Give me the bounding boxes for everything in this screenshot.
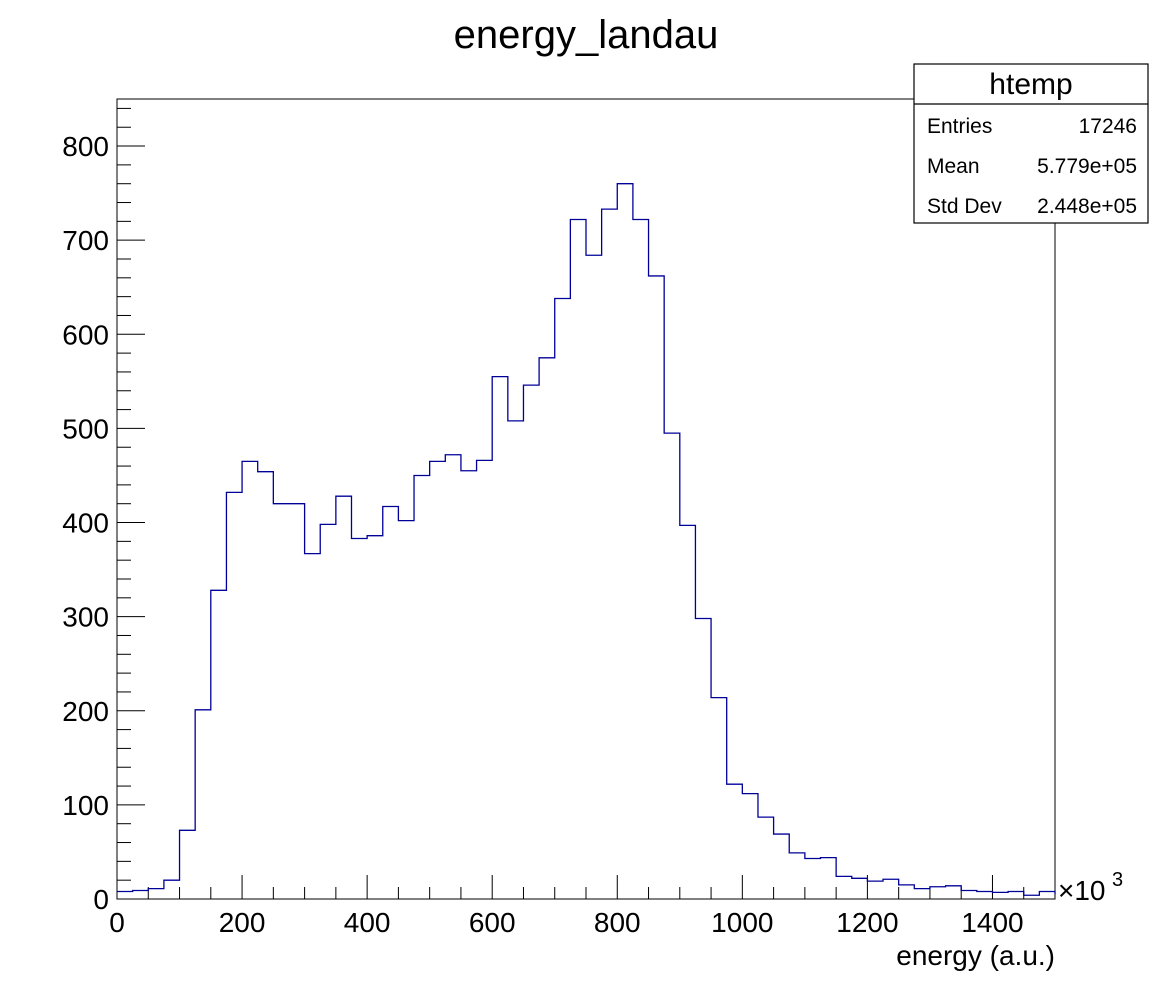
y-tick-label: 100 [62, 790, 109, 821]
x-axis-multiplier: ×10 3 [1058, 869, 1123, 906]
y-tick-label: 800 [62, 131, 109, 162]
y-tick-label: 0 [93, 884, 109, 915]
x-axis-label: energy (a.u.) [896, 940, 1055, 971]
x-tick-label: 600 [469, 907, 516, 938]
y-tick-label: 500 [62, 413, 109, 444]
x-tick-label: 800 [594, 907, 641, 938]
chart-title: energy_landau [454, 13, 719, 57]
x-axis-tick-labels: 0 200 400 600 800 1000 1200 1400 [109, 907, 1023, 938]
x-tick-label: 1400 [961, 907, 1023, 938]
stats-value-mean: 5.779e+05 [1037, 155, 1137, 178]
y-tick-label: 400 [62, 508, 109, 539]
y-tick-label: 700 [62, 225, 109, 256]
y-axis-tick-labels: 0 100 200 300 400 500 600 700 800 [62, 131, 109, 915]
stats-box-title: htemp [989, 68, 1072, 101]
x-tick-label: 1000 [711, 907, 773, 938]
x-tick-label: 200 [219, 907, 266, 938]
y-tick-label: 600 [62, 319, 109, 350]
x-tick-label: 0 [109, 907, 125, 938]
y-axis-ticks [117, 107, 145, 900]
stats-label-entries: Entries [927, 115, 992, 138]
stats-label-std-dev: Std Dev [927, 195, 1002, 218]
stats-value-entries: 17246 [1079, 115, 1137, 138]
stats-value-std-dev: 2.448e+05 [1037, 195, 1137, 218]
x-tick-label: 400 [344, 907, 391, 938]
y-tick-label: 200 [62, 696, 109, 727]
svg-text:×10: ×10 [1058, 875, 1106, 906]
stats-box-frame [913, 63, 1149, 224]
stats-box: htemp Entries 17246 Mean 5.779e+05 Std D… [913, 63, 1149, 224]
x-axis-multiplier-exponent: 3 [1112, 869, 1123, 891]
x-tick-label: 1200 [836, 907, 898, 938]
y-tick-label: 300 [62, 602, 109, 633]
x-axis-multiplier-base: ×10 [1058, 875, 1106, 906]
stats-label-mean: Mean [927, 155, 980, 178]
histogram-series-line [117, 183, 1056, 896]
